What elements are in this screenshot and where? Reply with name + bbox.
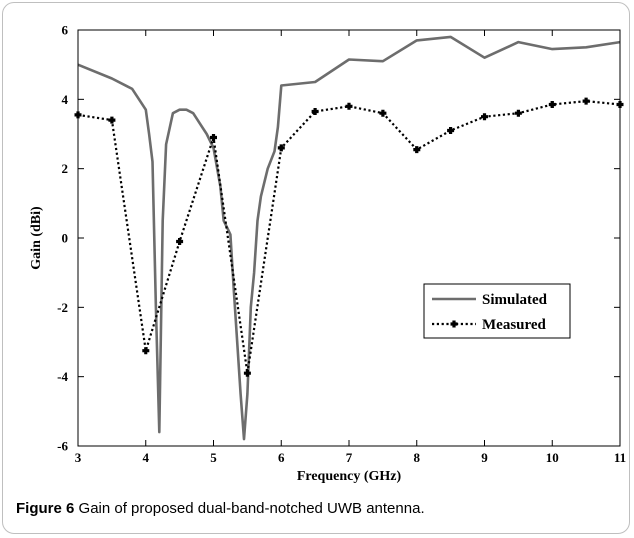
- y-tick-label: -2: [57, 300, 68, 315]
- series-point-measured: [413, 146, 421, 154]
- y-tick-label: 2: [62, 161, 69, 176]
- series-point-measured: [447, 127, 455, 134]
- figure-caption: Figure 6 Gain of proposed dual-band-notc…: [16, 500, 425, 517]
- legend-label-simulated: Simulated: [482, 292, 548, 308]
- legend-marker-measured: [450, 320, 458, 328]
- y-tick-label: 4: [62, 92, 69, 107]
- series-line-simulated: [77, 35, 621, 441]
- series-point-measured: [481, 113, 488, 121]
- y-tick-label: 0: [62, 231, 69, 246]
- series-point-measured: [108, 116, 116, 124]
- x-tick-label: 5: [210, 450, 217, 465]
- legend: Simulated Measured: [423, 283, 571, 339]
- series-point-measured: [514, 109, 522, 117]
- y-tick-label: -4: [57, 369, 68, 384]
- legend-box: [423, 283, 571, 339]
- x-tick-label: 8: [414, 450, 421, 465]
- figure-label: Figure 6: [16, 500, 75, 517]
- caption-period: .: [420, 500, 425, 517]
- x-tick-label: 10: [546, 450, 559, 465]
- series-point-measured: [311, 108, 319, 115]
- series-point-measured: [210, 134, 217, 141]
- x-tick-label: 7: [346, 450, 353, 465]
- ticks-layer: 3 4 5 6 7 8 9 10 11 -6 -4 -2 0 2 4 6: [57, 23, 626, 466]
- series-point-measured: [582, 97, 590, 105]
- x-tick-label: 6: [278, 450, 285, 465]
- x-tick-label: 9: [481, 450, 488, 465]
- figure-frame: [2, 2, 630, 534]
- series-point-measured: [277, 144, 285, 152]
- y-tick-label: 6: [62, 23, 69, 38]
- series-point-measured: [243, 369, 251, 377]
- x-tick-label: 4: [143, 450, 150, 465]
- x-axis-title: Frequency (GHz): [297, 469, 402, 484]
- x-tick-label: 3: [75, 450, 82, 465]
- series-point-measured: [176, 238, 184, 245]
- series-layer: [74, 35, 624, 441]
- series-point-measured: [345, 102, 353, 110]
- y-axis-title: Gain (dBi): [29, 206, 44, 270]
- series-point-measured: [142, 347, 150, 355]
- y-tick-label: -6: [57, 439, 68, 454]
- series-point-measured: [379, 109, 387, 117]
- caption-text: Gain of proposed dual-band-notched UWB a…: [78, 500, 421, 517]
- x-tick-label: 11: [614, 450, 626, 465]
- legend-label-measured: Measured: [482, 317, 547, 333]
- series-point-measured: [548, 101, 556, 108]
